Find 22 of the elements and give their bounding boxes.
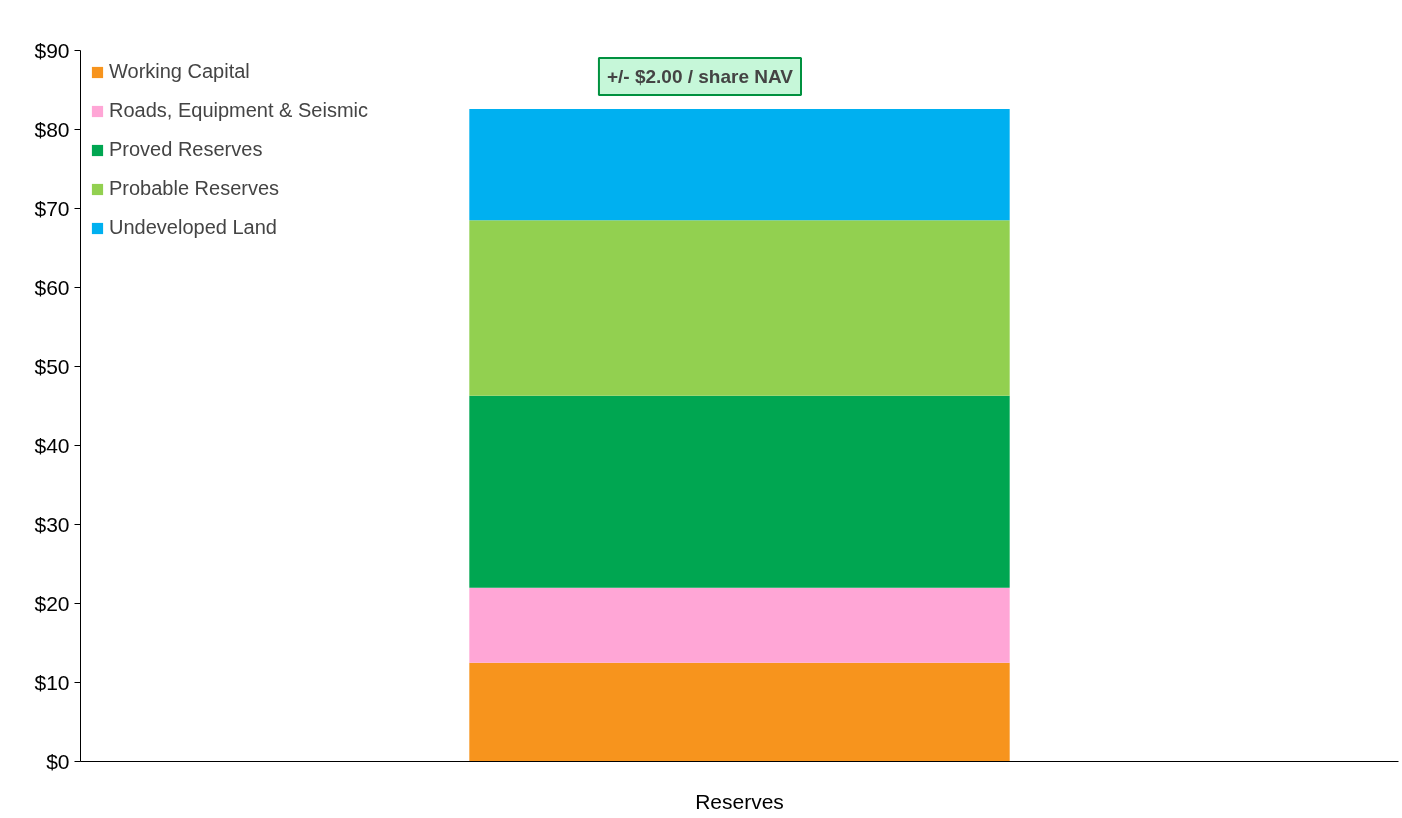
annotation: +/- $2.00 / share NAV: [606, 65, 794, 87]
legend-label: Proved Reserves: [109, 138, 263, 161]
y-tick-label: $50: [34, 355, 70, 378]
legend-label: Undeveloped Land: [109, 216, 277, 239]
y-tick-label: $80: [34, 118, 70, 141]
legend-label: Probable Reserves: [109, 177, 280, 200]
y-tick-label: $70: [34, 197, 70, 220]
y-tick-label: $60: [34, 276, 70, 299]
y-tick-label: $30: [34, 513, 70, 536]
legend-label: Roads, Equipment & Seismic: [109, 99, 369, 122]
x-tick-label: Reserves: [695, 789, 784, 813]
bar: [469, 220, 1010, 396]
bar: [469, 587, 1010, 663]
y-tick-label: $40: [34, 434, 70, 457]
y-tick-label: $10: [34, 671, 70, 694]
legend-label: Working Capital: [109, 60, 250, 83]
bar: [469, 395, 1010, 588]
y-tick-label: $90: [34, 39, 70, 62]
y-tick-label: $20: [34, 592, 70, 615]
bar: [469, 108, 1010, 221]
bar: [469, 662, 1010, 762]
y-tick-label: $0: [46, 750, 70, 773]
